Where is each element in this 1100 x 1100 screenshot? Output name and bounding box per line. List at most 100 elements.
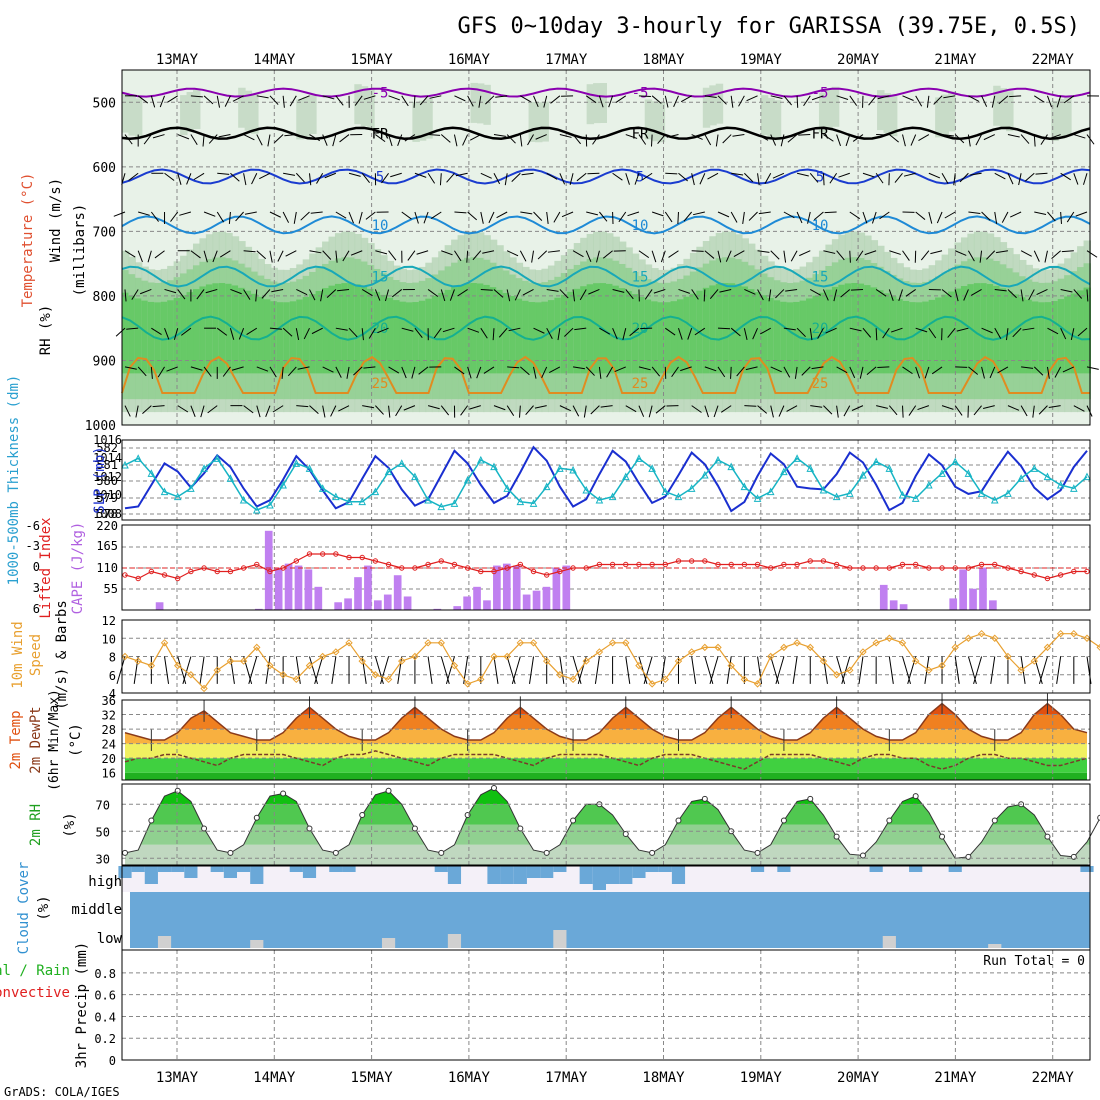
wind-barb [625,134,638,139]
wind-barb [418,366,429,375]
date-label-bottom: 14MAY [253,1070,296,1086]
wind-barb [585,95,597,104]
wind-marker [727,661,735,670]
wind-barb [994,288,1007,292]
wind-barb [836,134,841,147]
wind-barb [337,288,350,292]
wind-barb [585,250,592,262]
wind-barb [467,95,474,107]
wind-barb [519,250,527,262]
rh-shade [844,283,853,374]
wind-barb [492,328,495,341]
wind-barb [634,173,640,185]
wind-barb [1007,134,1020,138]
wind-barb [590,405,600,415]
wind-barb [124,250,136,258]
rh-shade [702,287,711,374]
wind-barb [559,173,566,185]
lifted-tick: -3 [26,539,40,553]
upper-air-frame [121,69,1091,426]
wind-barb [572,366,585,370]
rh-axis-label: RH (%) [38,305,54,356]
cloud-high-bar [869,866,883,872]
wind-barb [390,172,402,178]
isotherm-label: FR [372,126,389,142]
wind-barb [274,134,284,144]
wind-marker [490,652,498,661]
wind-barb [154,250,165,259]
wind-barb [796,172,809,177]
temp-band [125,743,1087,759]
cloud-high-bar [592,866,606,890]
wind-barb [836,250,845,261]
wind-barb [557,328,561,341]
isotherm-label: 20 [632,321,649,337]
wind-barb [131,289,139,300]
thickness-tick: 582 [96,441,118,455]
wind-barb [203,211,216,217]
wind-barb [794,366,798,379]
wind-barb [772,172,785,179]
temp-units-label: (°C) [68,723,84,757]
wind-barb [124,366,137,370]
wind-barb [731,172,744,176]
wind-barb [882,327,890,339]
rh-shade [857,283,866,374]
rh-shade [244,290,253,374]
rh-shade [889,296,898,374]
slp-series-line [124,445,1088,513]
surface-wind-barb [792,656,798,684]
wind-barb [216,211,225,223]
wind-barb [1040,134,1048,145]
rh-shade [418,300,427,374]
wind-barb [902,95,914,101]
wind-barb [303,327,310,340]
thickness-marker [1056,480,1065,489]
wind-barb [346,366,350,379]
rh-shade [973,283,982,374]
wind-barb [277,250,284,262]
wind-barb [543,95,548,108]
wind-barb [1033,366,1044,376]
thickness-marker [951,457,960,466]
rh-marker [201,825,208,832]
wind-barb [361,172,370,184]
wind-barb [469,405,481,410]
cape-bar [532,590,541,610]
thickness-marker [503,484,511,492]
wind-barb [975,134,983,146]
wind-barb [506,250,519,257]
date-label-bottom: 20MAY [837,1070,880,1086]
thickness-marker [832,492,841,501]
wind-barb [284,134,297,137]
wind-barb [813,211,824,221]
rh-shade [283,302,291,374]
wind-barb [375,134,386,143]
wind-barb [388,95,401,101]
rh-shade-upper [470,82,478,123]
wind-barb [981,327,993,334]
wind-barb [915,95,923,107]
wind-barb [770,366,782,373]
wind-barb [203,250,208,263]
rh-shade [818,292,827,374]
wind-barb [719,288,732,293]
rh-shade [322,288,330,374]
wind-barb [596,250,600,263]
rh-shade [631,294,640,374]
thickness-marker [964,469,973,477]
rh-shade [606,283,614,374]
wind-barb [541,366,548,378]
wind-barb [427,289,439,297]
wind-barb [243,173,247,186]
precip-tick: 0 [109,1054,116,1068]
cape-bar [294,565,303,610]
wind-barb [427,405,440,410]
wind-barb [480,327,488,339]
thickness-marker [990,495,999,504]
rh-shade [754,292,762,374]
wind-barb [811,95,824,101]
surface-wind-barb [643,656,653,685]
rh-shade [160,301,169,374]
upper-air-tick: 700 [93,225,116,240]
